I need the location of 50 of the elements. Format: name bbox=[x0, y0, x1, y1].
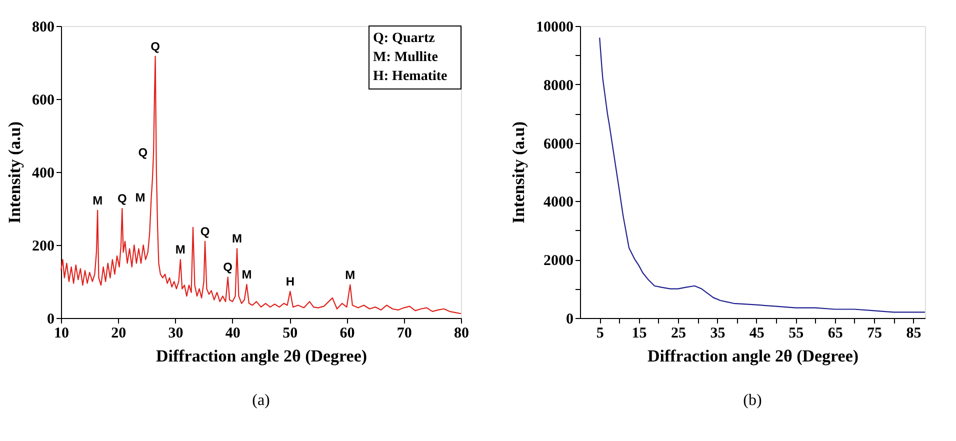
line-series bbox=[599, 37, 926, 313]
x-tick-label: 55 bbox=[788, 326, 804, 342]
annotation: Q bbox=[138, 145, 148, 160]
y-tick-label: 800 bbox=[32, 20, 54, 36]
annotation: H bbox=[286, 274, 294, 288]
annotation: H: Hematite bbox=[373, 69, 448, 84]
y-tick-label: 0 bbox=[47, 312, 54, 328]
annotation: M: Mullite bbox=[373, 50, 438, 65]
x-tick-label: 85 bbox=[906, 326, 922, 342]
y-tick-label: 400 bbox=[32, 166, 54, 182]
y-tick-label: 2000 bbox=[544, 253, 574, 270]
x-tick-label: 35 bbox=[710, 326, 726, 342]
y-tick-label: 600 bbox=[32, 92, 54, 108]
annotation: M bbox=[232, 232, 242, 246]
y-tick-label: 200 bbox=[32, 238, 54, 254]
annotation: M bbox=[135, 190, 146, 205]
x-tick-label: 25 bbox=[671, 326, 686, 342]
annotation: Q bbox=[150, 39, 160, 54]
x-tick-label: 10 bbox=[54, 326, 69, 342]
annotation: M bbox=[175, 242, 186, 257]
y-tick-label: 10000 bbox=[536, 20, 574, 36]
x-tick-label: 60 bbox=[340, 326, 355, 342]
x-tick-label: 50 bbox=[282, 326, 298, 342]
text: (b) bbox=[743, 392, 762, 409]
y-tick-label: 6000 bbox=[544, 136, 574, 152]
y-tick-label: 0 bbox=[566, 312, 574, 328]
x-tick-label: 20 bbox=[111, 326, 126, 342]
annotation: M bbox=[242, 267, 252, 282]
y-tick-label: 8000 bbox=[544, 78, 574, 94]
x-axis-title: Diffraction angle 2θ (Degree) bbox=[647, 346, 859, 366]
x-tick-label: 40 bbox=[225, 326, 240, 342]
text: (a) bbox=[252, 392, 270, 409]
annotation: Q: Quartz bbox=[373, 31, 435, 46]
x-tick-label: 65 bbox=[828, 326, 843, 342]
y-axis-title: Intensity (a.u) bbox=[5, 121, 24, 224]
y-tick-label: 4000 bbox=[544, 194, 574, 211]
x-tick-label: 70 bbox=[396, 326, 412, 342]
x-tick-label: 45 bbox=[749, 326, 764, 342]
x-tick-label: 30 bbox=[168, 326, 184, 342]
x-tick-label: 5 bbox=[596, 326, 604, 342]
x-tick-label: 15 bbox=[632, 326, 647, 342]
annotation: Q bbox=[117, 192, 127, 206]
annotation: Q bbox=[200, 224, 210, 238]
annotation: M bbox=[92, 193, 103, 208]
annotation: M bbox=[345, 268, 356, 282]
annotation: Q bbox=[223, 260, 233, 274]
x-tick-label: 75 bbox=[867, 326, 882, 342]
x-axis-title: Diffraction angle 2θ (Degree) bbox=[156, 346, 368, 366]
y-axis-title: Intensity (a.u) bbox=[509, 121, 528, 224]
x-tick-label: 80 bbox=[454, 326, 469, 342]
